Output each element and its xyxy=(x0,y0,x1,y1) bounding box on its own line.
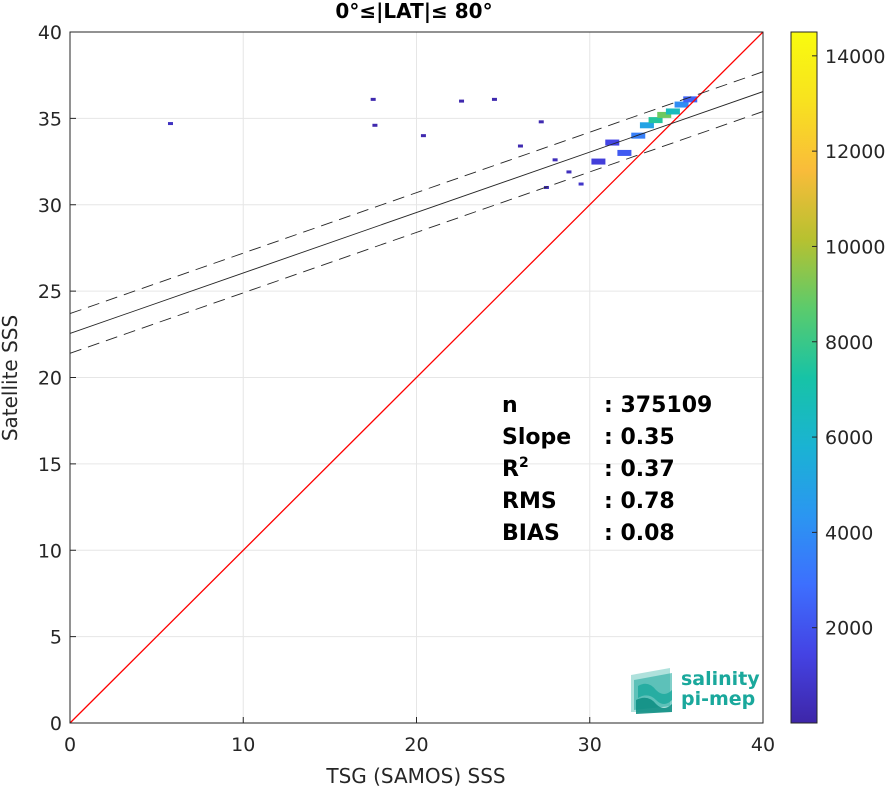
y-tick-label: 20 xyxy=(38,368,62,390)
density-scatter xyxy=(167,96,698,189)
density-cell xyxy=(639,122,654,129)
x-tick-label: 10 xyxy=(231,734,255,756)
regression-line xyxy=(69,91,764,334)
density-cell xyxy=(665,108,680,115)
stat-label: Slope xyxy=(502,425,571,450)
stats-box: n : 375109 Slope : 0.35 R2 : 0.37 RMS : 0.78 BIA… xyxy=(502,393,712,546)
density-cell xyxy=(566,170,572,174)
x-tick-label: 20 xyxy=(404,734,428,756)
y-tick-label: 25 xyxy=(38,281,62,303)
density-cell xyxy=(674,101,689,108)
stat-label: RMS xyxy=(502,489,557,514)
x-axis-label: TSG (SAMOS) SSS xyxy=(325,764,505,788)
density-cell xyxy=(372,123,378,127)
density-cell xyxy=(420,134,426,138)
colorbar-tick-label: 14000 xyxy=(825,46,885,68)
logo-mark-icon xyxy=(631,668,672,714)
density-cell xyxy=(648,117,663,124)
density-cell xyxy=(370,97,376,101)
stat-label: BIAS xyxy=(502,521,560,546)
colorbar-tick-label: 4000 xyxy=(825,522,873,544)
identity-line xyxy=(69,31,764,724)
salinity-pi-mep-logo: salinity pi-mep xyxy=(631,668,760,714)
stat-label: R2 xyxy=(502,455,529,482)
density-cell xyxy=(591,158,606,165)
y-axis-label: Satellite SSS xyxy=(0,315,22,441)
colorbar: 2000 4000 6000 8000 10000 12000 14000 xyxy=(790,31,885,724)
density-cell xyxy=(578,182,584,186)
y-tick-label: 10 xyxy=(38,540,62,562)
stat-value: : 0.08 xyxy=(604,521,675,546)
density-cell xyxy=(631,132,646,139)
density-cell xyxy=(538,120,544,124)
regression-upper-bound xyxy=(69,71,764,315)
x-tick-label: 30 xyxy=(578,734,602,756)
colorbar-gradient xyxy=(790,31,818,724)
chart-title: 0°≤|LAT|≤ 80° xyxy=(335,0,492,23)
density-cell xyxy=(491,97,497,101)
density-cell xyxy=(605,139,620,146)
regression-lower-bound xyxy=(69,111,764,354)
logo-text-line1: salinity xyxy=(681,668,760,690)
stat-value: : 375109 xyxy=(604,393,712,418)
logo-text-line2: pi-mep xyxy=(681,688,755,710)
colorbar-ticks: 2000 4000 6000 8000 10000 12000 14000 xyxy=(812,46,885,640)
y-tick-label: 40 xyxy=(38,22,62,44)
colorbar-tick-label: 10000 xyxy=(825,236,885,258)
density-cell xyxy=(617,149,632,156)
density-cell xyxy=(657,111,672,118)
colorbar-tick-label: 12000 xyxy=(825,141,885,163)
gridlines xyxy=(70,32,763,723)
stat-value: : 0.37 xyxy=(604,457,675,482)
colorbar-tick-label: 6000 xyxy=(825,427,873,449)
density-cell xyxy=(517,144,523,148)
density-cell xyxy=(167,122,173,126)
stat-label: n xyxy=(502,393,518,418)
stat-value: : 0.78 xyxy=(604,489,675,514)
colorbar-tick-label: 8000 xyxy=(825,332,873,354)
y-axis: 0 5 10 15 20 25 30 35 40 xyxy=(38,22,76,735)
density-cell xyxy=(552,158,558,162)
y-tick-label: 35 xyxy=(38,108,62,130)
density-cell xyxy=(459,99,465,103)
fit-lines xyxy=(69,31,764,724)
y-tick-label: 0 xyxy=(50,713,62,735)
density-cell xyxy=(683,96,698,103)
colorbar-tick-label: 2000 xyxy=(825,618,873,640)
y-tick-label: 5 xyxy=(50,627,62,649)
y-tick-label: 30 xyxy=(38,195,62,217)
x-tick-label: 40 xyxy=(751,734,775,756)
y-tick-label: 15 xyxy=(38,454,62,476)
stat-value: : 0.35 xyxy=(604,425,675,450)
x-axis: 0 10 20 30 40 xyxy=(64,717,775,756)
x-tick-label: 0 xyxy=(64,734,76,756)
